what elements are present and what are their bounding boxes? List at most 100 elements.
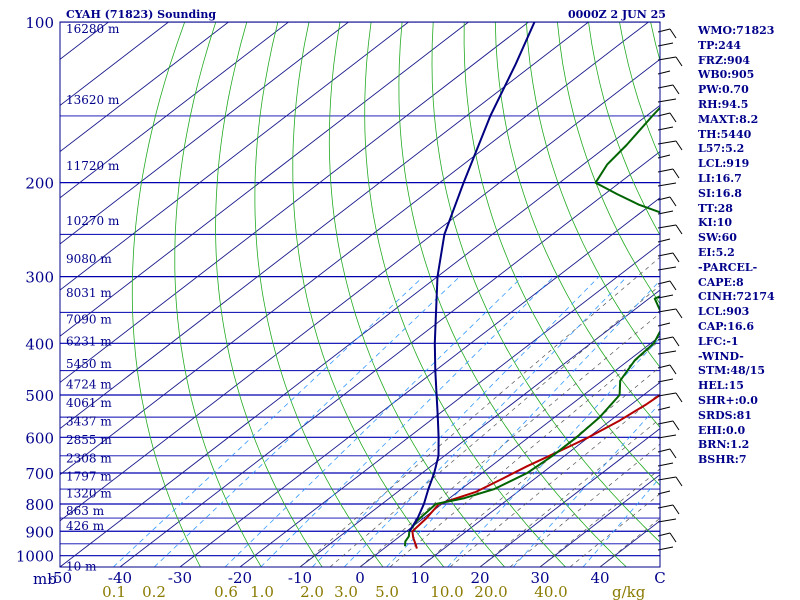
temperature-tick-label: C xyxy=(654,569,665,587)
mixing-ratio-line xyxy=(343,276,628,567)
isotherm xyxy=(539,474,660,567)
mixing-ratio-tick-label: 20.0 xyxy=(474,583,507,600)
index-item: SW:60 xyxy=(698,231,737,245)
index-item: TT:28 xyxy=(698,201,733,215)
index-item: MAXT:8.2 xyxy=(698,112,759,126)
height-label: 7090 m xyxy=(66,313,112,327)
pressure-tick-label: 600 xyxy=(25,429,54,447)
height-label: 11720 m xyxy=(66,159,120,173)
wind-barb xyxy=(675,476,683,487)
isotherm xyxy=(60,22,229,153)
wind-barb xyxy=(657,266,677,271)
dry-adiabat xyxy=(398,22,627,567)
isotherm xyxy=(60,22,349,245)
index-item: BRN:1.2 xyxy=(698,438,750,452)
moist-adiabat xyxy=(329,284,660,567)
mixing-ratio-line xyxy=(260,276,555,567)
height-label: 1320 m xyxy=(66,487,112,501)
plot-frame xyxy=(59,21,661,568)
wind-barb xyxy=(657,476,677,481)
isotherm xyxy=(60,22,649,476)
isotherm xyxy=(60,58,660,522)
mixing-ratio-tick-label: 5.0 xyxy=(375,583,399,600)
pressure-tick-label: 800 xyxy=(25,496,54,514)
temperature-tick-label: -50 xyxy=(48,569,72,587)
mixing-ratio-tick-label: 1.0 xyxy=(250,583,274,600)
temperature-tick-label: -40 xyxy=(108,569,132,587)
mixing-ratio-tick-label: 0.6 xyxy=(214,583,238,600)
mixing-ratio-line xyxy=(153,276,460,567)
isotherm xyxy=(359,335,660,567)
mixing-ratio-unit-label: g/kg xyxy=(612,583,646,600)
dry-adiabat xyxy=(364,22,566,567)
wind-barb xyxy=(672,504,680,515)
wind-barb xyxy=(657,434,677,439)
dry-adiabat xyxy=(494,22,660,428)
height-label: 4061 m xyxy=(66,396,112,410)
wind-barb xyxy=(672,252,680,263)
wind-barb xyxy=(669,532,677,543)
wind-barb xyxy=(669,280,677,291)
pressure-tick-label: 700 xyxy=(25,465,54,483)
index-item: -PARCEL- xyxy=(698,260,758,274)
data-layer xyxy=(404,22,660,549)
temperature-tick-label: 30 xyxy=(530,569,549,587)
wind-barb xyxy=(672,336,680,347)
isotherm xyxy=(60,22,589,430)
pressure-tick-label: 500 xyxy=(25,387,54,405)
wind-barb xyxy=(672,84,680,95)
mixing-ratio-line xyxy=(224,276,523,567)
mixing-ratio-line xyxy=(447,337,660,567)
height-label: 8031 m xyxy=(66,286,112,300)
temperature-tick-label: 0 xyxy=(355,569,365,587)
pressure-tick-label: 1000 xyxy=(16,548,54,566)
wind-barb xyxy=(657,56,677,61)
height-label: 4724 m xyxy=(66,378,112,392)
index-item: EHI:0.0 xyxy=(698,423,746,437)
height-label: 2308 m xyxy=(66,451,112,465)
index-item: CINH:72174 xyxy=(698,290,775,304)
mixing-ratio-tick-label: 10.0 xyxy=(430,583,463,600)
height-label: 9080 m xyxy=(66,252,112,266)
temperature-tick-label: 20 xyxy=(470,569,489,587)
index-item: PW:0.70 xyxy=(698,83,749,97)
pressure-tick-label: 400 xyxy=(25,335,54,353)
index-item: LCL:903 xyxy=(698,305,750,319)
wind-barb xyxy=(669,448,677,459)
mixing-ratio-tick-label: 40.0 xyxy=(534,583,567,600)
mixing-ratio-tick-label: 0.1 xyxy=(102,583,126,600)
dry-adiabat xyxy=(526,22,660,368)
isotherm xyxy=(60,22,469,337)
height-label: 1797 m xyxy=(66,469,112,483)
wind-barb xyxy=(669,364,677,375)
index-item: SI:16.8 xyxy=(698,186,742,200)
index-item: RH:94.5 xyxy=(698,97,749,111)
index-item: WB0:905 xyxy=(698,68,755,82)
wind-barb xyxy=(657,140,677,145)
index-item: WMO:71823 xyxy=(698,24,775,37)
wind-barb xyxy=(669,28,677,39)
index-item: SRDS:81 xyxy=(698,408,752,422)
mixing-ratio-tick-label: 0.2 xyxy=(142,583,166,600)
index-item: SHR+:0.0 xyxy=(698,393,758,407)
wind-barb xyxy=(672,420,680,431)
mixing-ratio-tick-label: 2.0 xyxy=(300,583,324,600)
isotherm xyxy=(60,22,529,383)
wind-barb xyxy=(675,392,683,403)
index-item: HEL:15 xyxy=(698,379,744,393)
wind-barb xyxy=(657,518,677,523)
wind-barb xyxy=(657,308,677,313)
index-item: LFC:-1 xyxy=(698,334,739,348)
isotherm xyxy=(419,381,660,567)
pressure-tick-label: 300 xyxy=(25,269,54,287)
wind-barb xyxy=(657,350,677,355)
height-label: 2855 m xyxy=(66,433,112,447)
pressure-unit-label: mb xyxy=(33,570,57,588)
dry-adiabat xyxy=(131,22,201,567)
index-item: -WIND- xyxy=(698,349,744,363)
index-item: TP:244 xyxy=(698,38,742,52)
grid-layer xyxy=(60,22,660,567)
isotherm xyxy=(239,243,660,567)
wind-barb xyxy=(672,168,680,179)
